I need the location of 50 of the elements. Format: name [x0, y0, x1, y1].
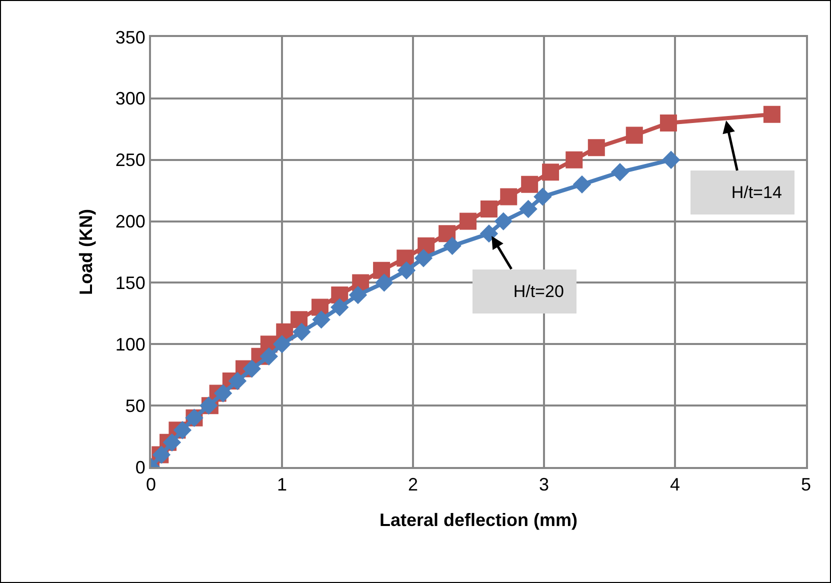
- point: [480, 200, 498, 218]
- point: [414, 249, 433, 268]
- point: [534, 188, 552, 206]
- y-tick-label: 250: [115, 150, 146, 170]
- y-tick-label: 100: [115, 334, 146, 354]
- point: [162, 433, 182, 452]
- point: [330, 298, 349, 316]
- point: [242, 360, 261, 378]
- x-tick-label: 2: [408, 474, 418, 495]
- point: [272, 335, 292, 354]
- y-tick-label: 0: [135, 457, 146, 478]
- y-tick-label: 150: [115, 273, 146, 294]
- point: [763, 106, 780, 123]
- point: [397, 261, 416, 280]
- annotation: H/t=20: [485, 282, 564, 301]
- point: [588, 139, 605, 156]
- point: [443, 236, 462, 255]
- y-tick-label: 300: [115, 88, 146, 109]
- point: [173, 421, 192, 440]
- y-tick-label: 350: [115, 27, 146, 48]
- point: [292, 322, 311, 341]
- point: [572, 175, 592, 194]
- x-tick-label: 1: [276, 474, 288, 495]
- y-tick-label: 50: [125, 396, 146, 416]
- point: [260, 347, 278, 366]
- point: [480, 224, 498, 243]
- x-tick-label: 3: [538, 474, 550, 495]
- point: [660, 114, 677, 132]
- x-tick-label: 4: [670, 474, 680, 495]
- y-tick-label: 200: [115, 212, 146, 232]
- x-tick-label: 5: [800, 474, 812, 495]
- point: [228, 372, 247, 390]
- point: [500, 188, 518, 206]
- point: [542, 164, 560, 181]
- x-axis-title: Lateral deflection (mm): [379, 510, 578, 530]
- point: [662, 150, 680, 169]
- point: [438, 225, 456, 242]
- point: [494, 212, 512, 230]
- point: [460, 212, 477, 230]
- point: [519, 200, 538, 218]
- point: [610, 163, 630, 182]
- point: [312, 310, 330, 329]
- point: [566, 151, 583, 168]
- point: [375, 274, 394, 292]
- annotation: H/t=14: [703, 183, 782, 202]
- point: [626, 126, 643, 144]
- point: [348, 286, 368, 304]
- point: [214, 384, 232, 402]
- y-axis-title: Load (KN): [76, 209, 96, 295]
- point: [521, 176, 538, 193]
